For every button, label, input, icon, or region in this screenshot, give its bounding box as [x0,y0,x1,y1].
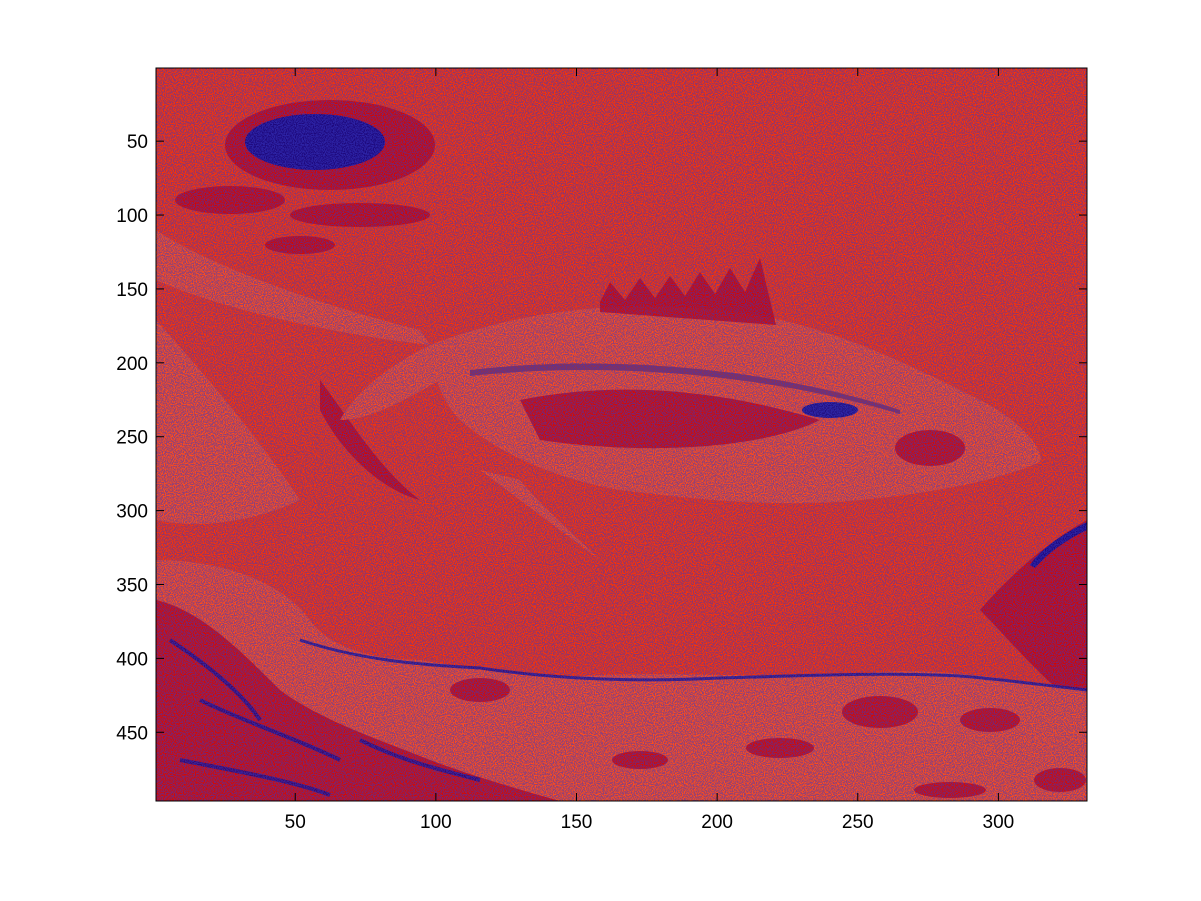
x-tick-label: 50 [285,812,306,833]
heatmap-image [156,68,1087,801]
speckle-overlay [156,68,1087,801]
y-tick-label: 200 [116,354,148,375]
y-tick-label: 350 [116,575,148,596]
y-tick-label: 300 [116,502,148,523]
x-axis: 50 100 150 200 250 300 [285,68,1015,833]
y-tick-label: 250 [116,428,148,449]
x-tick-label: 150 [561,812,593,833]
x-tick-label: 200 [701,812,733,833]
y-tick-label: 50 [127,132,148,153]
y-tick-label: 450 [116,723,148,744]
x-tick-label: 300 [983,812,1015,833]
x-tick-label: 100 [420,812,452,833]
y-tick-label: 100 [116,206,148,227]
y-axis: 50 100 150 200 250 300 350 400 450 [116,132,1087,744]
y-tick-label: 400 [116,649,148,670]
x-tick-label: 250 [842,812,874,833]
y-tick-label: 150 [116,280,148,301]
plot-frame [155,67,1088,802]
